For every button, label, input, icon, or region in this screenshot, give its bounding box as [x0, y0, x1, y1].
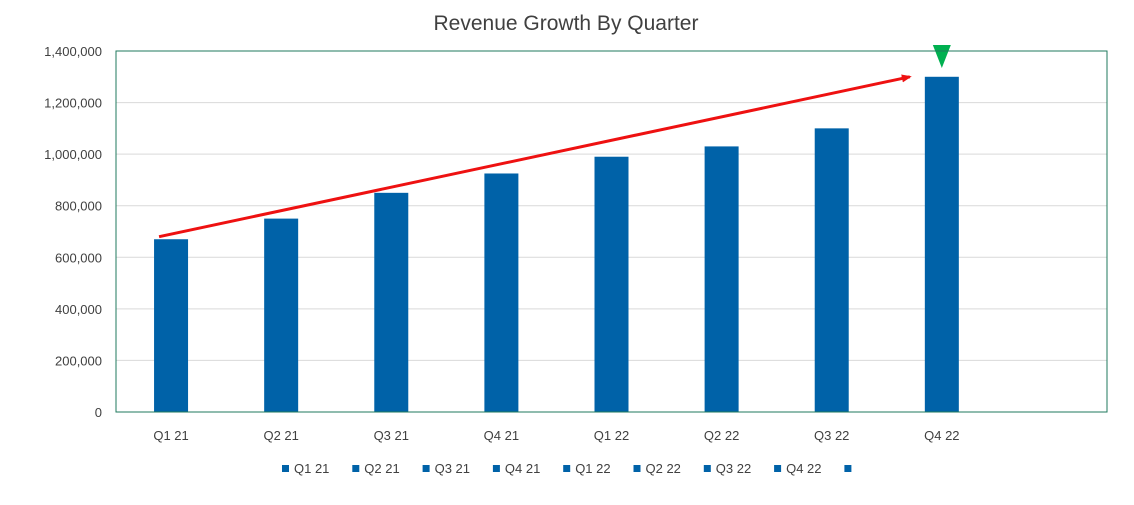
- legend-swatch: [492, 465, 500, 472]
- x-tick-label: Q1 21: [153, 428, 188, 443]
- legend-swatch: [563, 465, 571, 472]
- bar: [814, 128, 849, 412]
- x-tick-label: Q2 21: [263, 428, 298, 443]
- bar: [594, 156, 629, 412]
- y-axis-ticks: 0 200,000 400,000 600,000 800,000 1,000,000 1,…: [44, 44, 102, 420]
- y-tick-label: 1,000,000: [44, 147, 102, 162]
- y-tick-label: 800,000: [55, 199, 102, 214]
- trend-arrow: [158, 74, 912, 239]
- y-tick-label: 1,200,000: [44, 96, 102, 111]
- legend-swatch: [774, 465, 782, 472]
- y-tick-label: 0: [95, 405, 102, 420]
- bar: [154, 239, 189, 412]
- legend: Q1 21 Q2 21 Q3 21 Q4 21 Q1 22 Q2 22 Q3 22 Q4 22: [282, 461, 852, 476]
- legend-swatch: [282, 465, 289, 472]
- x-tick-label: Q1 22: [594, 428, 629, 443]
- legend-label: Q1 22: [575, 461, 610, 476]
- legend-label: Q2 21: [364, 461, 399, 476]
- y-tick-label: 200,000: [55, 353, 102, 368]
- legend-label: Q4 22: [786, 461, 821, 476]
- legend-swatch: [352, 465, 360, 472]
- bars: [154, 76, 959, 413]
- legend-label: Q1 21: [294, 461, 329, 476]
- chart-title: Revenue Growth By Quarter: [434, 12, 699, 35]
- y-tick-label: 400,000: [55, 302, 102, 317]
- legend-label: Q3 22: [716, 461, 751, 476]
- bar: [704, 146, 739, 412]
- x-axis-ticks: Q1 21 Q2 21 Q3 21 Q4 21 Q1 22 Q2 22 Q3 22 Q4 22: [153, 428, 959, 443]
- x-tick-label: Q4 22: [924, 428, 959, 443]
- legend-swatch: [844, 465, 852, 472]
- y-tick-label: 1,400,000: [44, 44, 102, 59]
- legend-label: Q3 21: [435, 461, 470, 476]
- bar: [374, 192, 409, 412]
- x-tick-label: Q3 22: [814, 428, 849, 443]
- x-tick-label: Q2 22: [704, 428, 739, 443]
- highlight-triangle-marker: [932, 45, 951, 68]
- plot-area-border: [115, 50, 1108, 413]
- bar: [264, 218, 299, 412]
- bar: [484, 173, 519, 412]
- bar: [924, 76, 959, 413]
- legend-swatch: [633, 465, 641, 472]
- legend-label: Q2 22: [646, 461, 681, 476]
- y-tick-label: 600,000: [55, 250, 102, 265]
- x-tick-label: Q3 21: [374, 428, 409, 443]
- legend-swatch: [422, 465, 430, 472]
- legend-label: Q4 21: [505, 461, 540, 476]
- x-tick-label: Q4 21: [484, 428, 519, 443]
- legend-swatch: [703, 465, 711, 472]
